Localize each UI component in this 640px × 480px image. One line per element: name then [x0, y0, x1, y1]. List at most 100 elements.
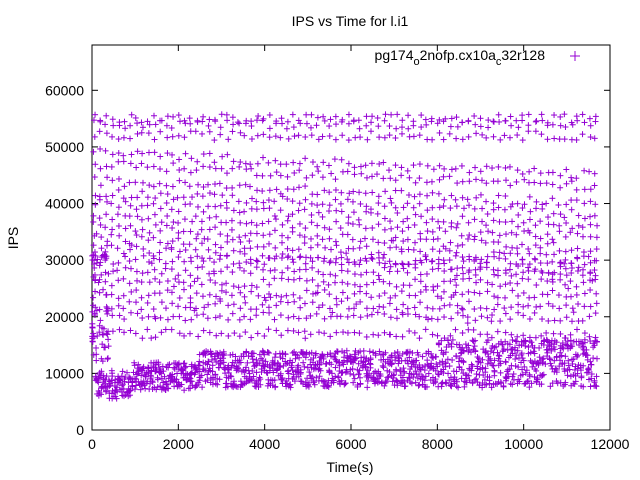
data-point [198, 218, 205, 225]
data-point [337, 200, 344, 207]
data-point [342, 380, 349, 387]
data-point [127, 265, 134, 272]
data-point [484, 210, 491, 217]
data-point [456, 341, 463, 348]
data-point [332, 196, 339, 203]
data-point [458, 366, 465, 373]
data-point [465, 117, 472, 124]
data-point [506, 266, 513, 273]
data-point [514, 333, 521, 340]
data-point [405, 192, 412, 199]
data-point [338, 261, 345, 268]
data-point [152, 195, 159, 202]
data-point [515, 309, 522, 316]
data-point [351, 281, 358, 288]
data-point [217, 361, 224, 368]
data-point [519, 170, 526, 177]
data-point [115, 186, 122, 193]
data-point [170, 219, 177, 226]
data-point [543, 200, 550, 207]
data-point [496, 249, 503, 256]
data-point [120, 158, 127, 165]
data-point [448, 219, 455, 226]
data-point [466, 169, 473, 176]
data-point [363, 281, 370, 288]
data-point [250, 359, 257, 366]
data-point [416, 200, 423, 207]
data-point [229, 128, 236, 135]
data-point [93, 344, 100, 351]
data-point [406, 282, 413, 289]
data-point [351, 271, 358, 278]
data-point [563, 166, 570, 173]
data-point [453, 368, 460, 375]
data-point [242, 329, 249, 336]
data-point [120, 134, 127, 141]
data-point [417, 271, 424, 278]
data-point [150, 163, 157, 170]
data-point [151, 149, 158, 156]
data-point [156, 256, 163, 263]
data-point [587, 361, 594, 368]
data-point [496, 118, 503, 125]
data-point [416, 335, 423, 342]
data-point [424, 162, 431, 169]
data-point [405, 112, 412, 119]
data-point [245, 378, 252, 385]
data-point [221, 365, 228, 372]
data-point [241, 208, 248, 215]
data-point [216, 256, 223, 263]
data-point [509, 287, 516, 294]
data-point [126, 258, 133, 265]
data-point [477, 123, 484, 130]
data-point [472, 271, 479, 278]
data-point [514, 280, 521, 287]
data-point [533, 198, 540, 205]
data-point [453, 378, 460, 385]
data-point [440, 173, 447, 180]
data-point [494, 267, 501, 274]
data-point [206, 128, 213, 135]
data-point [539, 201, 546, 208]
data-point [289, 367, 296, 374]
data-point [508, 272, 515, 279]
data-point [236, 333, 243, 340]
data-point [260, 276, 267, 283]
data-point [242, 160, 249, 167]
data-point [495, 192, 502, 199]
data-point [490, 118, 497, 125]
data-point [490, 266, 497, 273]
data-point [230, 247, 237, 254]
data-point [537, 244, 544, 251]
data-point [494, 380, 501, 387]
data-point [473, 279, 480, 286]
data-point [337, 249, 344, 256]
data-point [533, 303, 540, 310]
data-point [485, 357, 492, 364]
data-point [218, 165, 225, 172]
data-point [229, 236, 236, 243]
data-point [538, 131, 545, 138]
data-point [93, 357, 100, 364]
data-point [561, 214, 568, 221]
data-point [121, 375, 128, 382]
data-point [453, 282, 460, 289]
data-point [302, 266, 309, 273]
data-point [104, 355, 111, 362]
data-point [247, 270, 254, 277]
data-point [507, 260, 514, 267]
data-point [312, 350, 319, 357]
data-point [314, 222, 321, 229]
data-point [408, 380, 415, 387]
data-point [196, 368, 203, 375]
data-point [309, 299, 316, 306]
data-point [526, 294, 533, 301]
data-point [581, 261, 588, 268]
data-point [473, 375, 480, 382]
data-point [224, 151, 231, 158]
data-point [98, 245, 105, 252]
data-point [485, 228, 492, 235]
data-point [502, 164, 509, 171]
data-point [470, 338, 477, 345]
data-point [273, 302, 280, 309]
